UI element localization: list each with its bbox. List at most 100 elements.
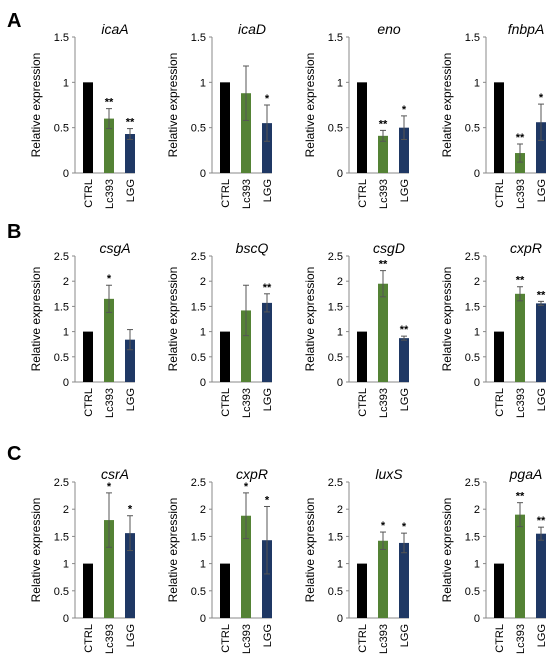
- y-tick-label: 0.5: [191, 586, 206, 598]
- bar-lc393: [515, 293, 525, 382]
- bar-ctrl: [220, 331, 230, 382]
- y-axis-label: Relative expression: [303, 53, 317, 158]
- bar-lc393: [241, 310, 251, 382]
- x-tick-label: CTRL: [357, 388, 369, 417]
- bar-ctrl: [494, 331, 504, 382]
- significance-marker: **: [105, 97, 114, 109]
- significance-marker: **: [516, 491, 525, 503]
- x-tick-label: LGG: [125, 624, 137, 647]
- x-tick-label: CTRL: [357, 179, 369, 208]
- bar-lc393: [104, 118, 114, 173]
- y-tick-label: 1: [337, 77, 343, 89]
- y-tick-label: 2.5: [54, 477, 69, 489]
- y-tick-label: 0.5: [465, 352, 480, 364]
- bar-lc393: [104, 520, 114, 618]
- y-tick-label: 1: [474, 327, 480, 339]
- y-tick-label: 1.5: [191, 531, 206, 543]
- significance-marker: *: [402, 104, 407, 116]
- x-tick-label: Lc393: [104, 624, 116, 654]
- x-tick-label: LGG: [399, 179, 411, 202]
- bar-lgg: [536, 303, 546, 382]
- significance-marker: *: [244, 481, 249, 493]
- y-tick-label: 0.5: [465, 123, 480, 135]
- bar-ctrl: [220, 82, 230, 173]
- x-tick-label: LGG: [262, 624, 274, 647]
- chart-title: cxpR: [236, 466, 268, 482]
- x-tick-label: LGG: [125, 388, 137, 411]
- y-tick-label: 0: [200, 377, 206, 389]
- y-axis-label: Relative expression: [440, 267, 454, 372]
- y-tick-label: 1.5: [54, 32, 69, 44]
- x-tick-label: CTRL: [83, 388, 95, 417]
- chart-title: cxpR: [510, 240, 542, 256]
- bar-lc393: [515, 514, 525, 618]
- bar-ctrl: [220, 563, 230, 618]
- x-tick-label: Lc393: [241, 624, 253, 654]
- x-tick-label: CTRL: [494, 388, 506, 417]
- y-tick-label: 1: [63, 77, 69, 89]
- y-tick-label: 2.5: [191, 477, 206, 489]
- x-tick-label: LGG: [262, 388, 274, 411]
- chart-title: csrA: [101, 466, 129, 482]
- bar-ctrl: [494, 563, 504, 618]
- y-axis-label: Relative expression: [303, 498, 317, 603]
- y-tick-label: 1: [63, 559, 69, 571]
- significance-marker: *: [107, 273, 112, 285]
- x-tick-label: Lc393: [241, 388, 253, 418]
- bar-lc393: [104, 298, 114, 382]
- bar-lc393: [241, 93, 251, 173]
- bar-lgg: [262, 123, 272, 173]
- x-tick-label: LGG: [399, 388, 411, 411]
- bar-ctrl: [357, 331, 367, 382]
- y-tick-label: 0: [200, 613, 206, 625]
- significance-marker: **: [400, 324, 409, 336]
- bar-lc393: [515, 153, 525, 173]
- x-tick-label: Lc393: [378, 179, 390, 209]
- y-axis-label: Relative expression: [29, 53, 43, 158]
- y-tick-label: 2.5: [191, 251, 206, 263]
- x-tick-label: CTRL: [220, 179, 232, 208]
- x-tick-label: Lc393: [515, 179, 527, 209]
- significance-marker: **: [537, 515, 546, 527]
- y-axis-label: Relative expression: [29, 267, 43, 372]
- significance-marker: **: [126, 117, 135, 129]
- bar-lc393: [378, 135, 388, 173]
- y-tick-label: 0.5: [328, 352, 343, 364]
- y-tick-label: 0: [337, 168, 343, 180]
- x-tick-label: CTRL: [83, 179, 95, 208]
- y-axis-label: Relative expression: [166, 498, 180, 603]
- y-tick-label: 0.5: [191, 352, 206, 364]
- significance-marker: *: [128, 504, 133, 516]
- significance-marker: **: [516, 275, 525, 287]
- bar-lc393: [378, 283, 388, 382]
- y-tick-label: 2.5: [54, 251, 69, 263]
- significance-marker: **: [537, 289, 546, 301]
- y-tick-label: 1: [474, 559, 480, 571]
- bar-ctrl: [494, 82, 504, 173]
- y-tick-label: 0.5: [465, 586, 480, 598]
- significance-marker: **: [516, 132, 525, 144]
- x-tick-label: CTRL: [220, 388, 232, 417]
- x-tick-label: LGG: [536, 624, 548, 647]
- bar-ctrl: [83, 563, 93, 618]
- bar-lgg: [399, 542, 409, 618]
- x-tick-label: Lc393: [241, 179, 253, 209]
- x-tick-label: LGG: [399, 624, 411, 647]
- y-tick-label: 1: [337, 327, 343, 339]
- y-axis-label: Relative expression: [440, 498, 454, 603]
- bar-lc393: [378, 540, 388, 618]
- panel-letter-b: B: [7, 221, 21, 243]
- bar-lgg: [262, 540, 272, 618]
- y-tick-label: 0: [63, 613, 69, 625]
- y-tick-label: 0.5: [328, 586, 343, 598]
- chart-title: icaA: [101, 21, 128, 37]
- y-tick-label: 0.5: [54, 123, 69, 135]
- bar-lgg: [125, 533, 135, 618]
- y-tick-label: 1.5: [54, 531, 69, 543]
- y-tick-label: 0: [63, 168, 69, 180]
- y-tick-label: 0.5: [191, 123, 206, 135]
- x-tick-label: Lc393: [104, 388, 116, 418]
- chart-title: luxS: [375, 466, 403, 482]
- x-tick-label: CTRL: [494, 179, 506, 208]
